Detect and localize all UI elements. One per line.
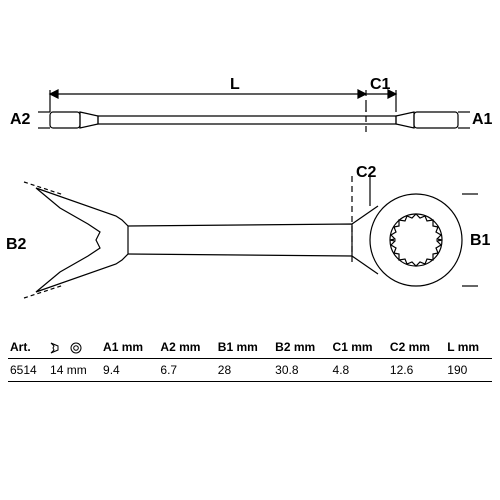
cell-C1: 4.8 (331, 359, 388, 382)
label-A2: A2 (10, 111, 30, 129)
cell-art: 6514 (8, 359, 48, 382)
label-L: L (230, 76, 240, 94)
label-C2: C2 (356, 164, 376, 182)
table-row: 6514 14 mm 9.4 6.7 28 30.8 4.8 12.6 190 (8, 359, 492, 382)
table-header-row: Art. A1 mm A2 mm B1 mm B2 mm C1 m (8, 336, 492, 359)
col-C1: C1 mm (331, 336, 388, 359)
cell-B1: 28 (216, 359, 273, 382)
label-C1: C1 (370, 76, 390, 94)
col-L: L mm (445, 336, 492, 359)
col-B2: B2 mm (273, 336, 330, 359)
cell-L: 190 (445, 359, 492, 382)
cell-A1: 9.4 (101, 359, 158, 382)
col-art: Art. (8, 336, 48, 359)
col-A1: A1 mm (101, 336, 158, 359)
col-B1: B1 mm (216, 336, 273, 359)
label-B1: B1 (470, 232, 490, 250)
cell-B2: 30.8 (273, 359, 330, 382)
col-icons (48, 336, 101, 359)
ringend-icon (69, 342, 83, 354)
label-B2: B2 (6, 236, 26, 254)
openend-icon (50, 342, 66, 354)
technical-drawing (0, 0, 500, 500)
cell-C2: 12.6 (388, 359, 445, 382)
spec-table: Art. A1 mm A2 mm B1 mm B2 mm C1 m (8, 336, 492, 382)
cell-size: 14 mm (48, 359, 101, 382)
col-C2: C2 mm (388, 336, 445, 359)
col-A2: A2 mm (158, 336, 215, 359)
cell-A2: 6.7 (158, 359, 215, 382)
label-A1: A1 (472, 111, 492, 129)
